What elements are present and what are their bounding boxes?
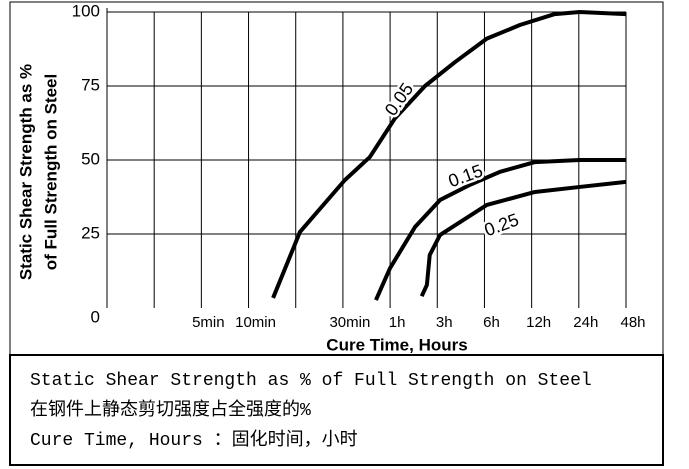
y-axis-title: of Full Strength on Steel bbox=[41, 74, 60, 270]
x-tick-label: 10min bbox=[235, 314, 276, 331]
x-axis-title: Cure Time, Hours bbox=[326, 335, 467, 354]
y-axis-title: Static Shear Strength as % bbox=[16, 64, 35, 280]
caption-line: Static Shear Strength as % of Full Stren… bbox=[30, 371, 592, 391]
y-tick-label: 25 bbox=[81, 223, 100, 242]
data-line bbox=[419, 179, 627, 297]
data-line bbox=[271, 10, 627, 299]
x-tick-label: 24h bbox=[573, 314, 598, 331]
caption-line: Cure Time, Hours ：固化时间，小时 bbox=[30, 429, 358, 451]
y-tick-label: 100 bbox=[72, 1, 100, 20]
x-tick-label: 1h bbox=[389, 314, 406, 331]
y-tick-label: 75 bbox=[81, 75, 100, 94]
x-tick-label: 6h bbox=[483, 314, 500, 331]
x-tick-label: 12h bbox=[526, 314, 551, 331]
chart-frame bbox=[9, 1, 664, 356]
caption-box bbox=[9, 354, 664, 466]
y-tick-label: 50 bbox=[81, 149, 100, 168]
x-tick-label: 30min bbox=[329, 314, 370, 331]
x-tick-label: 5min bbox=[192, 314, 225, 331]
x-tick-label: 48h bbox=[620, 314, 645, 331]
data-line bbox=[374, 158, 626, 301]
x-tick-label: 3h bbox=[436, 314, 453, 331]
series-label: 0.25 bbox=[482, 209, 522, 240]
caption-line: 在钢件上静态剪切强度占全强度的% bbox=[30, 399, 311, 421]
y-tick-label: 0 bbox=[91, 307, 100, 326]
